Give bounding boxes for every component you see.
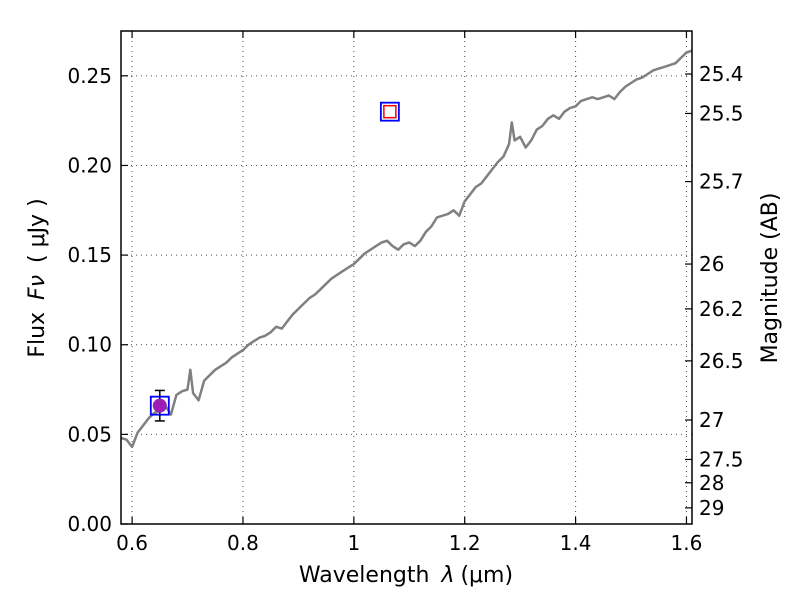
y-tick-label: 0.20 [67, 153, 112, 177]
x-axis-symbol: λ [440, 563, 454, 588]
magnitude-tick-label: 26 [699, 252, 724, 276]
x-axis-title: Wavelength λ (μm) [299, 563, 513, 588]
y-axis-label: Flux [25, 312, 50, 358]
x-axis-ticks: 0.6 0.8 1 1.2 1.4 1.6 [116, 31, 702, 555]
magnitude-tick-label: 27.5 [699, 447, 744, 471]
y-tick-label: 0.05 [67, 422, 112, 446]
magnitude-tick-label: 26.2 [699, 297, 744, 321]
magnitude-tick-label: 29 [699, 496, 724, 520]
y-axis-unit: ( μJy ) [25, 198, 50, 263]
magnitude-tick-label: 26.5 [699, 349, 744, 373]
x-axis-label: Wavelength [299, 563, 430, 588]
magnitude-tick-label: 25.7 [699, 170, 744, 194]
x-axis-unit: (μm) [460, 563, 513, 588]
observed-point-box [149, 395, 170, 416]
x-tick-label: 1 [347, 531, 360, 555]
x-tick-label: 1.2 [449, 531, 481, 555]
x-tick-label: 0.6 [116, 531, 148, 555]
magnitude-tick-label: 28 [699, 471, 724, 495]
y-axis-ticks: 0.00 0.05 0.10 0.15 0.20 0.25 [67, 64, 128, 536]
magnitude-tick-label: 25.5 [699, 101, 744, 125]
x-tick-label: 1.6 [671, 531, 703, 555]
x-tick-label: 1.4 [560, 531, 592, 555]
magnitude-tick-label: 25.4 [699, 62, 744, 86]
y-tick-label: 0.15 [67, 243, 112, 267]
series-layer [120, 49, 693, 449]
x-tick-label: 0.8 [227, 531, 259, 555]
observed-point [152, 398, 167, 413]
marker-layer [149, 101, 400, 422]
y-tick-label: 0.25 [67, 64, 112, 88]
spectrum-line [120, 49, 693, 449]
y-axis-symbol: Fν [25, 275, 50, 300]
model-point-inner-box [383, 104, 397, 119]
y-tick-label: 0.00 [67, 512, 112, 536]
model-point-outer-box [379, 101, 400, 122]
grid-layer [121, 31, 692, 524]
magnitude-axis-title: Magnitude (AB) [758, 193, 783, 364]
plot-frame [120, 30, 693, 525]
magnitude-tick-label: 27 [699, 408, 724, 432]
y-tick-label: 0.10 [67, 333, 112, 357]
y-axis-title: Flux Fν ( μJy ) [25, 198, 50, 357]
